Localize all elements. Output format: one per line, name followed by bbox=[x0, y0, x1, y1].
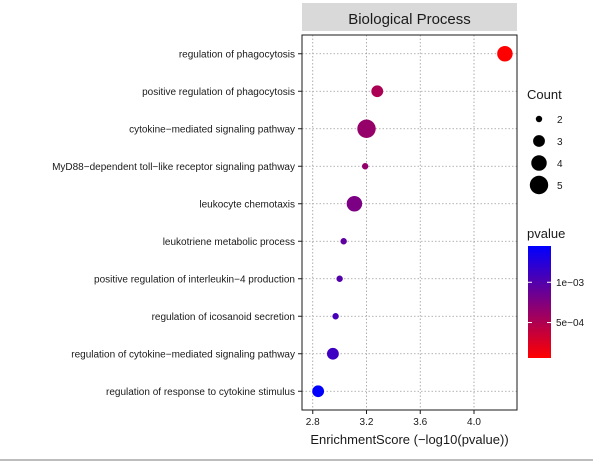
y-tick-label: cytokine−mediated signaling pathway bbox=[129, 124, 295, 135]
y-tick-label: regulation of phagocytosis bbox=[179, 49, 295, 60]
count-legend-dot bbox=[533, 135, 545, 147]
count-legend-dot bbox=[535, 115, 543, 123]
data-point bbox=[312, 385, 325, 398]
data-points bbox=[312, 46, 513, 398]
x-tick-label: 4.0 bbox=[467, 417, 481, 428]
colorbar-tick-label: 1e−03 bbox=[556, 278, 585, 289]
x-axis-title: EnrichmentScore (−log10(pvalue)) bbox=[310, 432, 508, 447]
count-legend: 2 3 4 5 bbox=[529, 115, 563, 195]
x-tick-label: 2.8 bbox=[306, 417, 320, 428]
pvalue-legend-title: pvalue bbox=[527, 226, 565, 241]
facet-strip bbox=[302, 3, 517, 31]
count-legend-label: 5 bbox=[557, 181, 563, 192]
x-tick-label: 3.2 bbox=[360, 417, 374, 428]
count-legend-label: 2 bbox=[557, 115, 563, 126]
chart-title: Biological Process bbox=[348, 11, 471, 28]
plot-border bbox=[301, 34, 518, 411]
pvalue-legend-ticks: 5e−04 1e−03 bbox=[528, 278, 585, 329]
y-tick-label: regulation of icosanoid secretion bbox=[152, 312, 295, 323]
count-legend-dot bbox=[529, 175, 549, 195]
count-legend-label: 4 bbox=[557, 159, 563, 170]
y-axis-labels: regulation of phagocytosis positive regul… bbox=[52, 49, 302, 398]
data-point bbox=[332, 313, 339, 320]
count-legend-dot bbox=[531, 155, 547, 171]
data-point bbox=[326, 347, 339, 360]
y-tick-label: positive regulation of phagocytosis bbox=[142, 87, 295, 98]
y-tick-label: positive regulation of interleukin−4 pro… bbox=[94, 274, 295, 285]
data-point bbox=[361, 163, 369, 170]
colorbar-tick-label: 5e−04 bbox=[556, 318, 585, 329]
bottom-divider bbox=[0, 459, 593, 461]
data-point bbox=[357, 119, 376, 138]
plot-panel bbox=[302, 35, 517, 410]
data-point bbox=[371, 85, 384, 98]
count-legend-title: Count bbox=[527, 87, 562, 102]
x-axis: 2.8 3.2 3.6 4.0 bbox=[306, 410, 481, 428]
y-tick-label: regulation of response to cytokine stimu… bbox=[106, 387, 295, 398]
data-point bbox=[497, 46, 513, 62]
y-tick-label: leukocyte chemotaxis bbox=[199, 199, 295, 210]
y-tick-label: leukotriene metabolic process bbox=[163, 237, 295, 248]
count-legend-label: 3 bbox=[557, 137, 563, 148]
pvalue-colorbar bbox=[528, 246, 551, 358]
x-tick-label: 3.6 bbox=[413, 417, 427, 428]
y-tick-label: regulation of cytokine−mediated signalin… bbox=[71, 349, 295, 360]
data-point bbox=[340, 238, 347, 245]
y-tick-label: MyD88−dependent toll−like receptor signa… bbox=[52, 162, 295, 173]
data-point bbox=[336, 275, 343, 282]
data-point bbox=[346, 196, 363, 212]
